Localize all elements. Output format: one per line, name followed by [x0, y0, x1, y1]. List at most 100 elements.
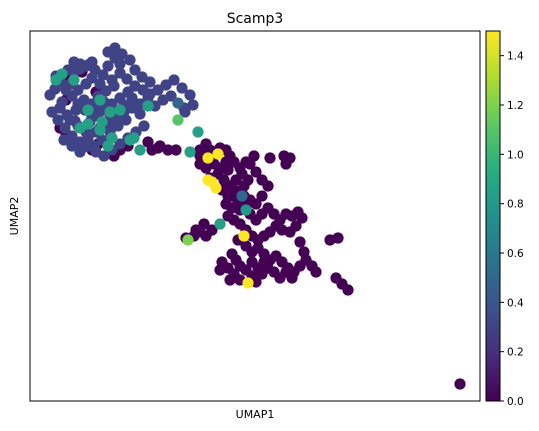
data-point [202, 152, 214, 164]
chart-title: Scamp3 [227, 11, 284, 27]
data-point [72, 84, 84, 96]
data-point [332, 232, 344, 244]
colorbar-tick-label: 0.8 [507, 199, 524, 211]
data-point [94, 78, 106, 90]
data-point [142, 100, 154, 112]
data-point [56, 68, 68, 80]
data-point [242, 277, 254, 289]
data-point [236, 190, 248, 202]
data-point [157, 94, 169, 106]
data-point [238, 230, 250, 242]
data-point [128, 132, 140, 144]
data-point [102, 60, 114, 72]
data-point [136, 71, 148, 83]
data-point [250, 198, 262, 210]
data-point [296, 212, 308, 224]
data-point [228, 184, 240, 196]
data-point [298, 246, 310, 258]
data-point [168, 74, 180, 86]
data-point [144, 76, 156, 88]
data-point [224, 274, 236, 286]
data-point [280, 158, 292, 170]
data-point [129, 64, 141, 76]
data-point [52, 114, 64, 126]
data-point [172, 114, 184, 126]
data-point [240, 156, 252, 168]
points-layer [44, 42, 466, 390]
data-point [342, 284, 354, 296]
colorbar-tick-label: 0.6 [507, 248, 524, 260]
data-point [124, 54, 136, 66]
data-point [212, 148, 224, 160]
data-point [114, 138, 126, 150]
data-point [94, 124, 106, 136]
data-point [116, 48, 128, 60]
plot-frame [29, 30, 481, 402]
data-point [114, 104, 126, 116]
data-point [264, 152, 276, 164]
data-point [262, 180, 274, 192]
data-point [94, 94, 106, 106]
colorbar-tick-label: 0.2 [507, 347, 524, 359]
data-point [134, 108, 146, 120]
data-point [214, 264, 226, 276]
data-point [240, 204, 252, 216]
data-point [454, 378, 466, 390]
data-point [68, 56, 80, 68]
data-point [192, 126, 204, 138]
data-point [256, 190, 268, 202]
data-point [170, 144, 182, 156]
data-point [74, 122, 86, 134]
data-point [246, 256, 258, 268]
data-point [310, 266, 322, 278]
data-point [121, 73, 133, 85]
data-point [182, 234, 194, 246]
colorbar-tick-label: 1.4 [507, 51, 524, 63]
data-point [86, 56, 98, 68]
data-point [54, 102, 66, 114]
data-point [214, 218, 226, 230]
colorbar-tick-label: 0.4 [507, 297, 524, 309]
data-point [198, 218, 210, 230]
data-point [78, 94, 90, 106]
colorbar-ticks: 0.0 0.2 0.4 0.6 0.8 1.0 1.2 1.4 [500, 51, 524, 408]
data-point [104, 106, 116, 118]
data-point [58, 134, 70, 146]
data-point [194, 158, 206, 170]
data-point [98, 150, 110, 162]
data-point [294, 236, 306, 248]
colorbar-tick-label: 0.0 [507, 396, 524, 408]
data-point [68, 74, 80, 86]
data-point [138, 120, 150, 132]
data-point [176, 82, 188, 94]
data-point [172, 97, 184, 109]
colorbar [485, 30, 501, 402]
data-point [222, 210, 234, 222]
data-point [114, 58, 126, 70]
data-point [248, 150, 260, 162]
data-point [114, 92, 126, 104]
data-point [82, 104, 94, 116]
data-point [190, 224, 202, 236]
data-point [88, 140, 100, 152]
data-point [108, 80, 120, 92]
data-point [160, 79, 172, 91]
data-point [286, 272, 298, 284]
data-point [97, 69, 109, 81]
data-point [70, 104, 82, 116]
data-point [64, 114, 76, 126]
data-point [187, 99, 199, 111]
data-point [222, 164, 234, 176]
x-axis-label: UMAP1 [236, 408, 275, 421]
data-point [250, 166, 262, 178]
data-point [210, 182, 222, 194]
data-point [59, 122, 71, 134]
data-point [74, 146, 86, 158]
data-point [184, 89, 196, 101]
colorbar-tick-label: 1.2 [507, 100, 524, 112]
data-point [44, 89, 56, 101]
data-point [146, 144, 158, 156]
data-point [144, 88, 156, 100]
data-point [134, 144, 146, 156]
